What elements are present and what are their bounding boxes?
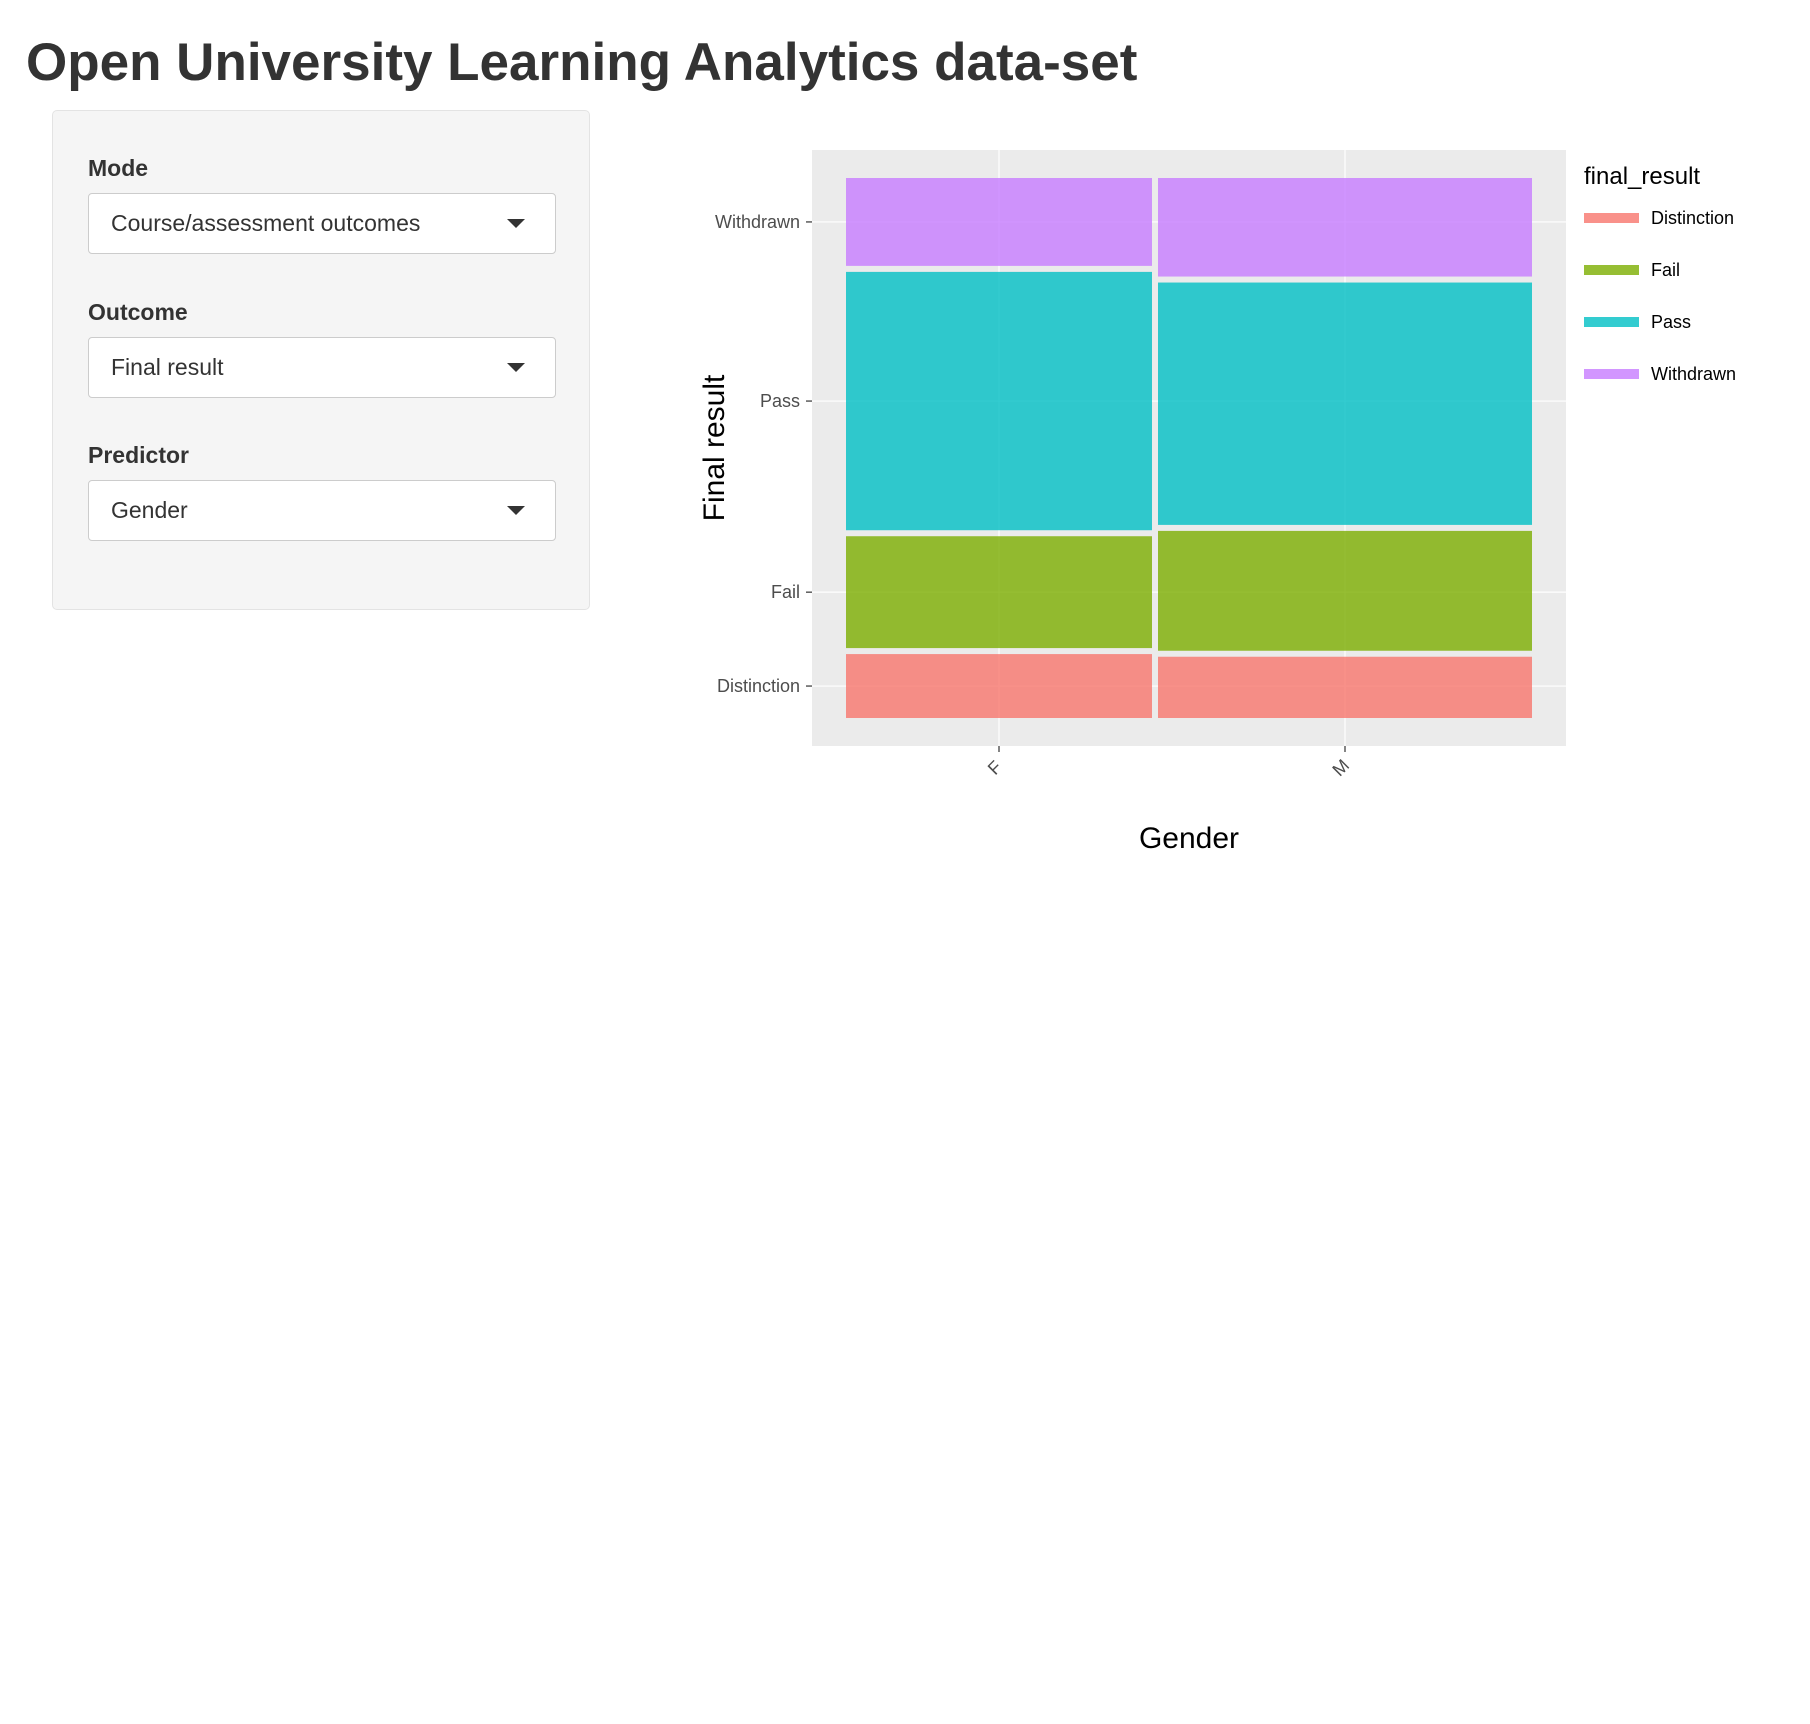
x-tick-label: F: [984, 757, 1006, 779]
page-title: Open University Learning Analytics data-…: [26, 33, 1138, 92]
mosaic-tile-m-withdrawn: [1158, 178, 1532, 277]
sidebar-panel: Mode Course/assessment outcomes Outcome …: [52, 110, 590, 610]
y-tick-label: Distinction: [717, 676, 800, 696]
y-axis-title: Final result: [698, 374, 731, 521]
legend-title: final_result: [1584, 163, 1701, 190]
caret-down-icon: [507, 363, 525, 372]
predictor-select[interactable]: Gender: [88, 480, 556, 541]
x-axis-title: Gender: [1139, 822, 1239, 855]
predictor-select-value: Gender: [111, 497, 188, 523]
legend-swatch: [1584, 317, 1639, 327]
mosaic-tile-f-distinction: [846, 654, 1152, 718]
plot-area: Distinction Fail Pass Withdrawn F M Gender Fina…: [660, 120, 1810, 860]
mosaic-tile-f-withdrawn: [846, 178, 1152, 266]
outcome-select-value: Final result: [111, 354, 224, 380]
outcome-label: Outcome: [88, 299, 188, 325]
y-tick-label: Withdrawn: [715, 212, 800, 232]
outcome-select[interactable]: Final result: [88, 337, 556, 398]
legend-swatch: [1584, 265, 1639, 275]
legend-label: Fail: [1651, 260, 1681, 280]
mosaic-tile-m-pass: [1158, 282, 1532, 525]
y-tick-label: Pass: [760, 391, 800, 411]
legend-label: Distinction: [1651, 208, 1735, 228]
mode-select-value: Course/assessment outcomes: [111, 210, 421, 236]
mode-select[interactable]: Course/assessment outcomes: [88, 193, 556, 254]
legend-label: Pass: [1651, 312, 1692, 332]
legend-label: Withdrawn: [1651, 364, 1737, 384]
mosaic-tile-m-distinction: [1158, 656, 1532, 718]
mosaic-tile-m-fail: [1158, 530, 1532, 651]
x-tick-label: M: [1328, 755, 1353, 780]
caret-down-icon: [507, 219, 525, 228]
mosaic-tile-f-pass: [846, 271, 1152, 531]
mode-label: Mode: [88, 155, 149, 181]
predictor-label: Predictor: [88, 442, 189, 468]
legend-swatch: [1584, 369, 1639, 379]
caret-down-icon: [507, 506, 525, 515]
mosaic-chart: Distinction Fail Pass Withdrawn F M Gender Fina…: [698, 150, 1566, 855]
legend-swatch: [1584, 213, 1639, 223]
y-tick-label: Fail: [771, 582, 800, 602]
mosaic-tile-f-fail: [846, 536, 1152, 649]
